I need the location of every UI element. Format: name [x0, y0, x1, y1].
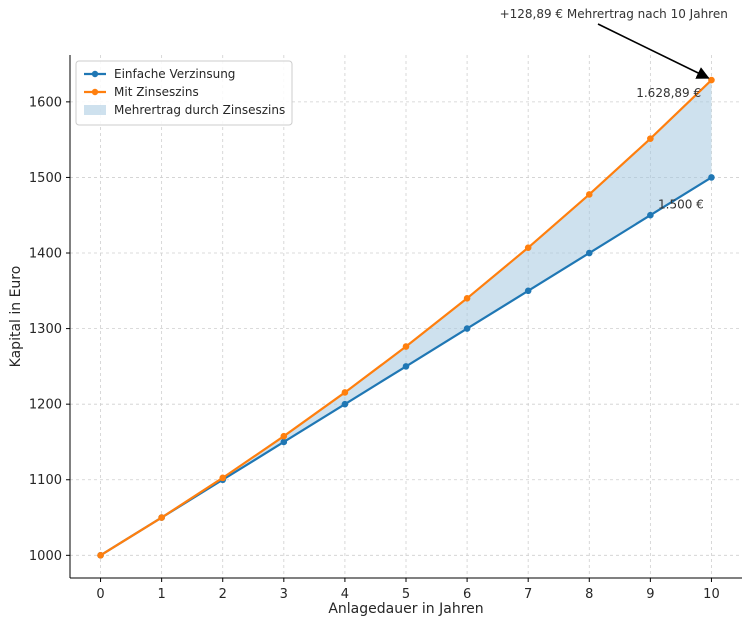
x-tick-label: 3 [280, 587, 288, 602]
series-0-point [647, 211, 654, 219]
y-tick-label: 1400 [29, 247, 62, 262]
annotation-label-1: 1.500 € [658, 198, 704, 212]
series-layer [97, 76, 715, 559]
series-0-point [708, 174, 715, 181]
y-tick-label: 1600 [29, 95, 62, 110]
y-tick-label: 1000 [29, 549, 62, 564]
legend-fill-swatch [84, 105, 106, 115]
legend-marker-0 [91, 70, 99, 78]
x-tick-label: 2 [219, 587, 227, 602]
axes: 0 1 2 3 4 5 6 7 8 9 10 1000 1100 1200 1300 1400 1500 1600… [8, 55, 742, 617]
legend-label-fill: Mehrertrag durch Zinseszins [114, 103, 285, 117]
y-axis-label: Kapital in Euro [8, 266, 24, 368]
legend-label-1: Mit Zinseszins [114, 85, 199, 99]
legend: Einfache Verzinsung Mit Zinseszins Mehrert… [75, 60, 293, 126]
annotation-arrow [597, 23, 710, 79]
x-tick-label: 4 [341, 587, 349, 602]
y-tick-label: 1100 [29, 473, 62, 488]
grid [70, 55, 742, 578]
y-tick-label: 1300 [29, 322, 62, 337]
x-axis-label: Anlagedauer in Jahren [328, 601, 483, 617]
y-tick-label: 1200 [29, 398, 62, 413]
series-1-point [158, 514, 165, 521]
series-0-point [524, 287, 532, 295]
series-1-point [647, 135, 654, 142]
legend-box [75, 60, 293, 126]
series-0-point [402, 363, 410, 370]
annotation-label-0: 1.628,89 € [636, 86, 701, 100]
series-0-point [280, 438, 288, 446]
series-1-point [708, 76, 715, 84]
legend-label-0: Einfache Verzinsung [114, 67, 235, 81]
legend-marker-1 [91, 88, 99, 96]
series-1-point [219, 474, 227, 482]
series-1-point [97, 552, 104, 559]
x-tick-label: 8 [585, 587, 593, 602]
x-tick-label: 5 [402, 587, 410, 602]
x-tick-label: 9 [646, 587, 654, 602]
series-1-point [402, 343, 410, 350]
annotation-arrow-text: +128,89 € Mehrertrag nach 10 Jahren [500, 7, 728, 21]
x-tick-label: 6 [463, 587, 471, 602]
annotations: 1.628,89 € 1.500 € +128,89 € Mehrertrag na… [500, 7, 728, 212]
series-0-point [341, 400, 349, 408]
y-tick-label: 1500 [29, 171, 62, 186]
x-tick-label: 10 [703, 587, 720, 602]
series-0-point [463, 325, 471, 332]
series-1-point [585, 191, 593, 198]
x-tick-label: 0 [96, 587, 104, 602]
series-1-point [341, 389, 349, 396]
series-1-point [280, 432, 288, 440]
series-0-point [585, 249, 593, 257]
series-1-point [463, 294, 471, 302]
x-tick-label: 7 [524, 587, 532, 602]
x-tick-label: 1 [157, 587, 165, 602]
series-1-point [524, 244, 532, 251]
